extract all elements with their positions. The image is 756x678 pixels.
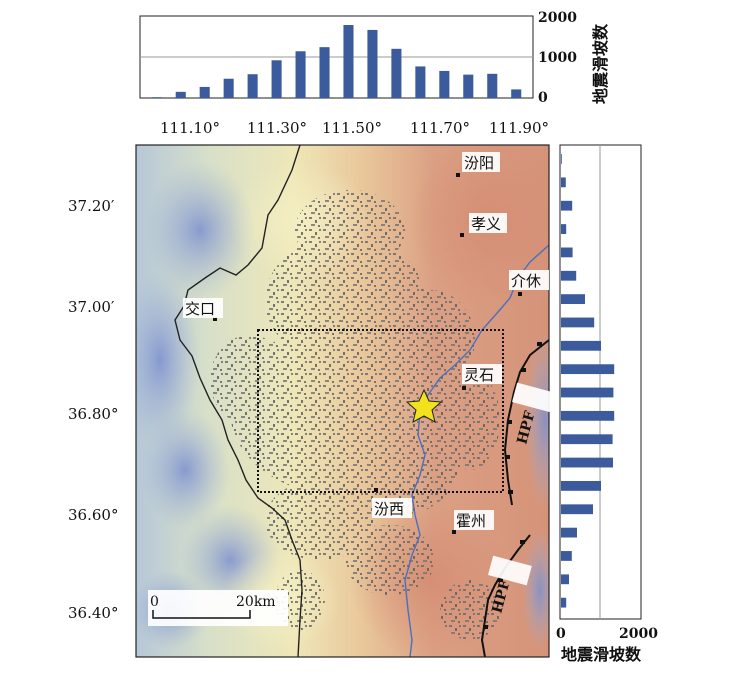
right-xtick-2000: 2000 bbox=[619, 626, 658, 642]
right-histogram-bar bbox=[561, 387, 614, 398]
lat-label-36-60: 36.60° bbox=[68, 506, 118, 524]
scale-line bbox=[152, 610, 251, 619]
study-area-box bbox=[257, 329, 504, 493]
city-label-huozhou: 霍州 bbox=[456, 512, 486, 530]
scale-bar: 0 20km bbox=[148, 590, 288, 626]
epicenter-star-icon bbox=[405, 388, 443, 423]
scale-label-end: 20km bbox=[236, 594, 276, 610]
highland-shading bbox=[525, 330, 549, 510]
city-lingshi: 灵石 bbox=[462, 364, 502, 390]
city-marker bbox=[456, 173, 460, 177]
highland-shading bbox=[145, 160, 255, 300]
city-marker bbox=[452, 530, 456, 534]
right-histogram-bar bbox=[561, 551, 572, 561]
city-huozhou: 霍州 bbox=[452, 510, 494, 534]
right-histogram-bar bbox=[561, 457, 613, 468]
right-histogram-bar bbox=[561, 247, 573, 258]
right-histogram-bar bbox=[561, 294, 585, 305]
lon-label-111-10: 111.10° bbox=[160, 119, 220, 137]
city-fenyang: 汾阳 bbox=[456, 152, 500, 177]
right-histogram: 0 2000 地震滑坡数 bbox=[556, 144, 658, 664]
top-histogram-bar bbox=[343, 25, 354, 98]
top-histogram-bar bbox=[439, 70, 450, 98]
fenhe-river bbox=[404, 244, 549, 657]
right-histogram-bar bbox=[561, 340, 601, 351]
right-histogram-bar bbox=[561, 317, 595, 328]
main-map: 汾阳 孝义 介休 交口 灵石 bbox=[135, 144, 556, 658]
top-ytick-1000: 1000 bbox=[538, 50, 577, 66]
city-jiaokou: 交口 bbox=[183, 298, 223, 321]
city-label-lingshi: 灵石 bbox=[464, 366, 494, 384]
top-histogram-bars bbox=[151, 25, 522, 98]
top-histogram-bar bbox=[367, 29, 378, 98]
right-histogram-bar bbox=[561, 154, 562, 164]
top-histogram-bar bbox=[463, 74, 474, 98]
top-histogram-bar bbox=[271, 60, 282, 98]
lat-label-37-20: 37.20′ bbox=[68, 197, 115, 215]
highland-shading bbox=[140, 410, 230, 530]
top-histogram-bar bbox=[511, 89, 522, 98]
top-histogram-bar bbox=[391, 48, 402, 98]
right-histogram-bar bbox=[561, 481, 601, 491]
city-marker bbox=[462, 386, 466, 390]
lon-label-111-70: 111.70° bbox=[410, 119, 470, 137]
city-label-fenyang: 汾阳 bbox=[464, 154, 494, 172]
top-histogram-bar bbox=[415, 66, 426, 98]
city-marker bbox=[460, 233, 464, 237]
county-boundary bbox=[174, 145, 303, 657]
city-xiaoyi: 孝义 bbox=[460, 213, 507, 237]
hpf-fault bbox=[480, 339, 549, 657]
right-histogram-bar bbox=[561, 434, 613, 445]
lat-label-36-40: 36.40° bbox=[68, 604, 118, 622]
top-histogram-bar bbox=[199, 86, 210, 98]
longitude-labels: 111.10° 111.30° 111.50° 111.70° 111.90° bbox=[160, 119, 549, 137]
city-label-jiexiu: 介休 bbox=[511, 272, 541, 290]
fault-labels: HPF HPF bbox=[488, 382, 556, 615]
right-histogram-bar bbox=[561, 410, 615, 421]
city-marker bbox=[374, 488, 378, 492]
right-histogram-bar bbox=[561, 527, 577, 538]
city-fenxi: 汾西 bbox=[372, 488, 412, 518]
top-histogram-ylabel: 地震滑坡数 bbox=[591, 23, 610, 104]
right-histogram-bar bbox=[561, 574, 569, 585]
top-ytick-0: 0 bbox=[538, 90, 548, 106]
right-histogram-bar bbox=[561, 200, 573, 211]
city-label-jiaokou: 交口 bbox=[185, 300, 215, 318]
right-histogram-bar bbox=[561, 224, 567, 234]
right-histogram-bar bbox=[561, 270, 577, 281]
city-marker bbox=[213, 317, 217, 321]
top-histogram-bar bbox=[319, 47, 330, 98]
top-histogram-bar bbox=[487, 73, 498, 98]
top-histogram-bar bbox=[175, 91, 186, 98]
latitude-labels: 37.20′ 37.00′ 36.80° 36.60° 36.40° bbox=[68, 197, 118, 622]
lon-label-111-30: 111.30° bbox=[247, 119, 307, 137]
top-ytick-2000: 2000 bbox=[538, 10, 577, 26]
right-histogram-xlabel: 地震滑坡数 bbox=[561, 645, 642, 664]
right-histogram-bar bbox=[561, 364, 615, 375]
top-histogram-bar bbox=[223, 78, 234, 98]
lat-label-36-80: 36.80° bbox=[68, 405, 118, 423]
city-marker bbox=[518, 292, 522, 296]
right-histogram-bars bbox=[561, 154, 615, 608]
top-histogram-bar bbox=[295, 51, 306, 98]
lat-label-37-00: 37.00′ bbox=[68, 298, 115, 316]
city-label-fenxi: 汾西 bbox=[374, 500, 404, 518]
top-histogram-bar bbox=[247, 74, 258, 98]
top-histogram: 0 1000 2000 地震滑坡数 bbox=[139, 10, 610, 106]
highland-shading bbox=[522, 530, 549, 650]
city-jiexiu: 介休 bbox=[509, 270, 549, 296]
right-xtick-0: 0 bbox=[556, 626, 566, 642]
lon-label-111-90: 111.90° bbox=[489, 119, 549, 137]
right-histogram-bar bbox=[561, 597, 567, 608]
right-histogram-bar bbox=[561, 177, 566, 188]
scale-label-zero: 0 bbox=[150, 594, 159, 610]
city-label-xiaoyi: 孝义 bbox=[471, 215, 501, 233]
top-histogram-bar bbox=[151, 97, 162, 98]
fault-ticks bbox=[483, 342, 542, 629]
city-markers: 汾阳 孝义 介休 交口 灵石 bbox=[183, 152, 549, 534]
lon-label-111-50: 111.50° bbox=[322, 119, 382, 137]
landslide-points bbox=[210, 190, 500, 640]
right-histogram-bar bbox=[561, 504, 593, 515]
